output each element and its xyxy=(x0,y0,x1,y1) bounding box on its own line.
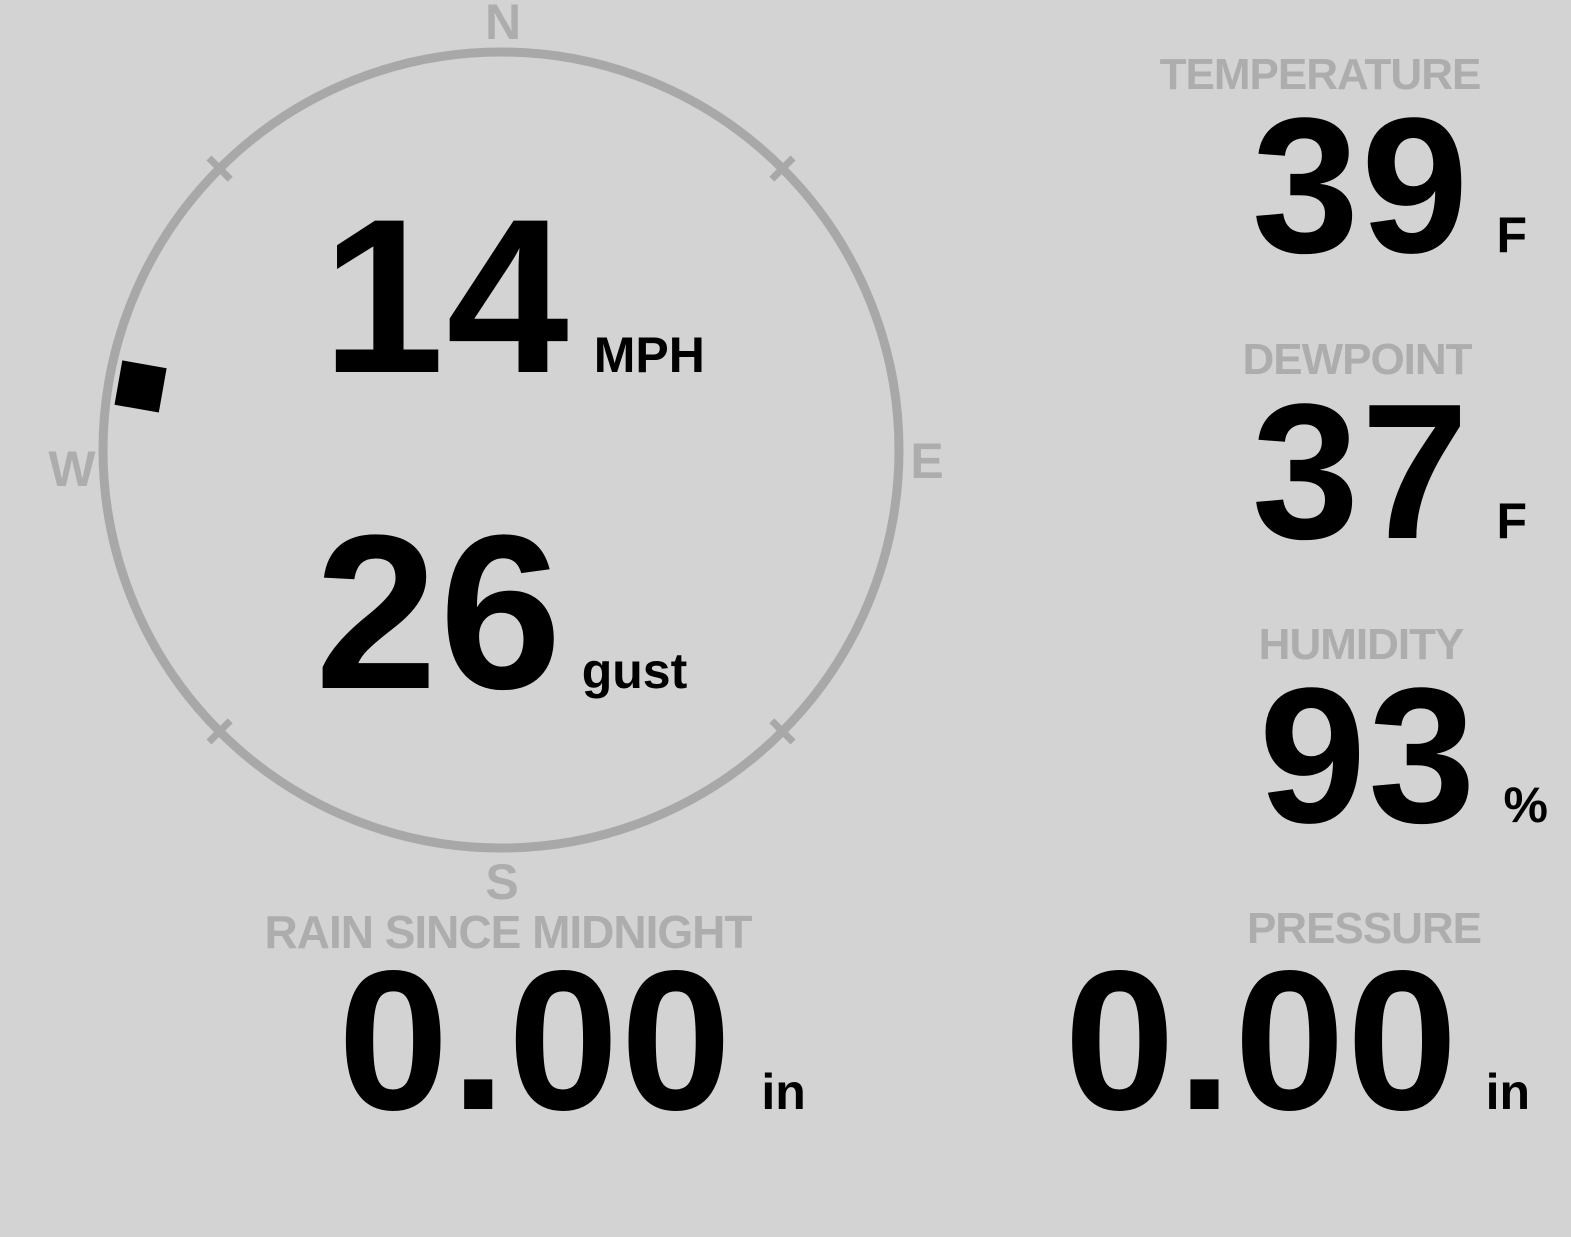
wind-gust: 26 gust xyxy=(315,502,687,722)
compass-label-south: S xyxy=(485,854,519,910)
pressure-value: 0.00 xyxy=(1064,930,1460,1152)
temperature-value: 39 xyxy=(1251,77,1471,293)
pressure-unit: in xyxy=(1485,1064,1530,1120)
wind-speed-value: 14 xyxy=(322,173,571,419)
dewpoint-unit: F xyxy=(1496,493,1527,549)
rain-value: 0.00 xyxy=(338,930,734,1152)
humidity-value: 93 xyxy=(1258,647,1478,863)
temperature-unit: F xyxy=(1496,207,1527,263)
wind-speed: 14 MPH xyxy=(322,186,705,406)
dewpoint-label: DEWPOINT xyxy=(1242,335,1472,384)
compass-label-east: E xyxy=(910,433,944,489)
wind-direction-marker-icon xyxy=(114,360,167,413)
compass-circle xyxy=(98,47,904,853)
humidity-label: HUMIDITY xyxy=(1258,620,1465,669)
wind-gust-value: 26 xyxy=(315,489,564,735)
wind-gust-unit: gust xyxy=(581,643,688,699)
rain-label: RAIN SINCE MIDNIGHT xyxy=(264,906,753,958)
rain-reading: 0.00 in xyxy=(338,942,806,1141)
rain-unit: in xyxy=(761,1064,806,1120)
pressure-label: PRESSURE xyxy=(1246,904,1482,953)
compass-label-west: W xyxy=(48,441,96,497)
temperature-reading: 39 F xyxy=(1252,89,1527,282)
dewpoint-value: 37 xyxy=(1251,363,1471,579)
temperature-label: TEMPERATURE xyxy=(1159,50,1482,99)
wind-speed-unit: MPH xyxy=(593,327,705,383)
pressure-reading: 0.00 in xyxy=(1064,942,1530,1141)
humidity-unit: % xyxy=(1503,777,1548,833)
compass-ticks xyxy=(206,155,796,745)
humidity-reading: 93 % xyxy=(1259,659,1548,852)
compass-label-north: N xyxy=(484,0,522,50)
dewpoint-reading: 37 F xyxy=(1252,375,1527,568)
